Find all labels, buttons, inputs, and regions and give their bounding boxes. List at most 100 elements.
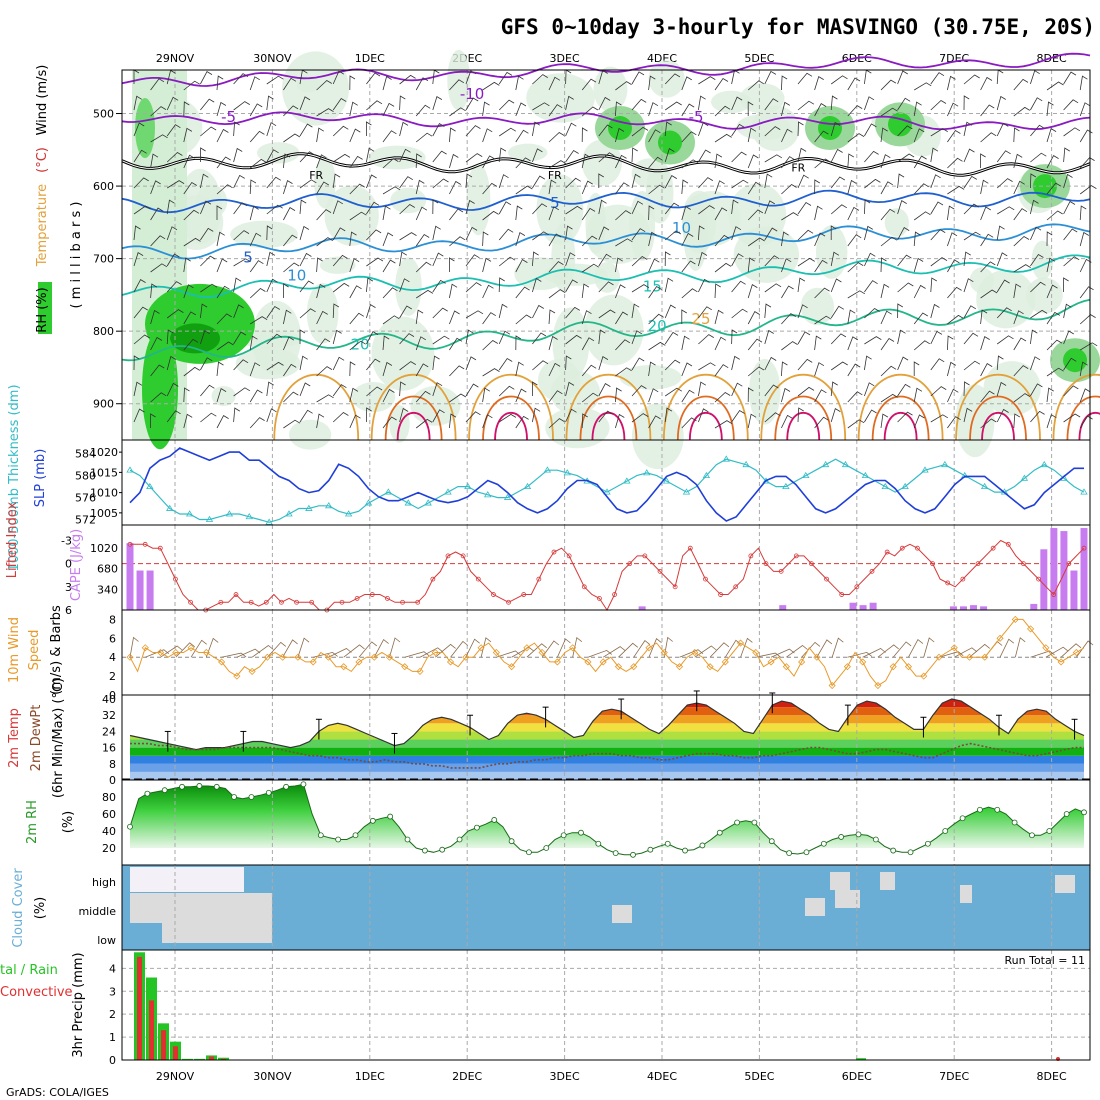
wind-barb bbox=[283, 262, 300, 273]
wind-barb bbox=[432, 199, 439, 215]
rh-point bbox=[942, 828, 949, 834]
wind-barb bbox=[415, 363, 429, 377]
wind-barb bbox=[332, 227, 346, 241]
wind-barb bbox=[847, 153, 855, 169]
dewpt-axis-label: 2m DewPt bbox=[29, 705, 44, 772]
wind-barb bbox=[133, 279, 146, 293]
wind-barb bbox=[781, 341, 798, 351]
wind-barb bbox=[847, 179, 857, 195]
wind-speed-point bbox=[767, 658, 775, 666]
minmax-axis-label: (6hr Min/Max) (°C) bbox=[51, 678, 66, 798]
wind-barb bbox=[1013, 393, 1031, 403]
wind-barb bbox=[581, 235, 598, 247]
thickness-point bbox=[325, 502, 333, 509]
wind-barb bbox=[316, 257, 323, 273]
wind-barb bbox=[1079, 361, 1088, 377]
wind-barb bbox=[283, 363, 297, 377]
wind-barb-10m bbox=[801, 641, 821, 658]
rh-point bbox=[283, 783, 290, 790]
wind-barb bbox=[980, 233, 994, 247]
temp-tick-label: 16 bbox=[102, 742, 116, 755]
wind-speed-point bbox=[431, 648, 439, 657]
rh-point bbox=[1063, 811, 1070, 817]
wind-barb bbox=[349, 183, 365, 195]
rh-point bbox=[647, 846, 654, 853]
wind-barb bbox=[299, 151, 315, 163]
precip-convective-bar bbox=[221, 1058, 226, 1060]
wind-barb bbox=[847, 309, 856, 325]
wind-barb bbox=[830, 225, 837, 240]
wind-barb bbox=[233, 331, 247, 345]
wind-barb bbox=[183, 284, 194, 299]
wind-barb bbox=[631, 330, 643, 345]
wind-barb bbox=[615, 311, 629, 325]
wind-barb bbox=[548, 289, 566, 299]
wind-barb bbox=[465, 173, 473, 189]
wind-barb bbox=[166, 355, 177, 371]
wind-barb bbox=[847, 290, 866, 299]
wind-speed-point bbox=[156, 648, 165, 657]
wind-barb bbox=[1079, 231, 1090, 247]
wind-barb bbox=[249, 288, 266, 299]
wind-barb bbox=[532, 148, 543, 163]
contour-label: FR bbox=[791, 162, 805, 175]
rh-color-key bbox=[38, 282, 52, 334]
wind-speed-point bbox=[782, 663, 790, 671]
wind-barb bbox=[283, 234, 298, 247]
wind-barb bbox=[399, 305, 413, 319]
rh-point bbox=[1081, 809, 1087, 816]
wind-barb-10m bbox=[770, 648, 795, 658]
li-grid bbox=[174, 525, 1053, 610]
wind-barb bbox=[664, 147, 675, 163]
thickness-tick-label: 572 bbox=[75, 514, 96, 527]
wind-tick-label: 2 bbox=[109, 670, 116, 683]
precip-convective-bar bbox=[209, 1056, 214, 1060]
wind-barb bbox=[930, 72, 945, 85]
precip-total-legend: tal / Rain bbox=[0, 963, 58, 978]
wind-barb bbox=[1063, 173, 1073, 189]
rh-point bbox=[1011, 819, 1018, 826]
wind-barb bbox=[316, 310, 328, 325]
li-point bbox=[536, 576, 542, 582]
wind-barb bbox=[233, 359, 249, 371]
wind-barb bbox=[233, 101, 251, 111]
wind-barb bbox=[382, 186, 401, 195]
wind-barb bbox=[1046, 339, 1063, 351]
wind-barb bbox=[797, 121, 804, 137]
wind-frame bbox=[121, 609, 1091, 696]
li-point bbox=[1036, 576, 1041, 582]
precip-convective-bar bbox=[161, 1030, 166, 1060]
cape-bar bbox=[1080, 528, 1088, 610]
wind-speed-point bbox=[172, 648, 180, 657]
wind-barb-10m bbox=[251, 644, 274, 658]
wind-barb bbox=[449, 393, 467, 403]
wind-barb bbox=[415, 233, 430, 247]
wind-barb bbox=[150, 106, 167, 117]
li-point bbox=[763, 561, 769, 567]
wind-barb bbox=[664, 304, 676, 319]
li-point bbox=[415, 599, 421, 605]
contour-label: 15 bbox=[643, 277, 662, 295]
wind-barb bbox=[847, 336, 859, 351]
date-label-bottom: 4DEC bbox=[647, 1070, 677, 1083]
temp-band bbox=[130, 739, 1084, 748]
wind-barb bbox=[731, 226, 742, 241]
wind-barb bbox=[930, 386, 947, 397]
wind-tick-label: 6 bbox=[109, 632, 116, 645]
wind-barb bbox=[847, 206, 860, 221]
thickness-point bbox=[404, 499, 412, 506]
wind-barb bbox=[963, 251, 971, 267]
wind-barb bbox=[631, 147, 638, 163]
wind-barb bbox=[200, 357, 213, 371]
warm-temperature-contour bbox=[871, 395, 930, 441]
wind-barb bbox=[814, 232, 826, 247]
wind-barb bbox=[747, 237, 765, 247]
wind-barb bbox=[382, 259, 396, 273]
wind-barb bbox=[598, 355, 609, 371]
wind-barb bbox=[233, 174, 245, 189]
wind-speed-point bbox=[401, 663, 409, 671]
wind-barb bbox=[980, 76, 993, 91]
wind-barb bbox=[996, 408, 1009, 423]
wind-barb bbox=[150, 309, 160, 325]
date-label-bottom: 29NOV bbox=[156, 1070, 195, 1083]
